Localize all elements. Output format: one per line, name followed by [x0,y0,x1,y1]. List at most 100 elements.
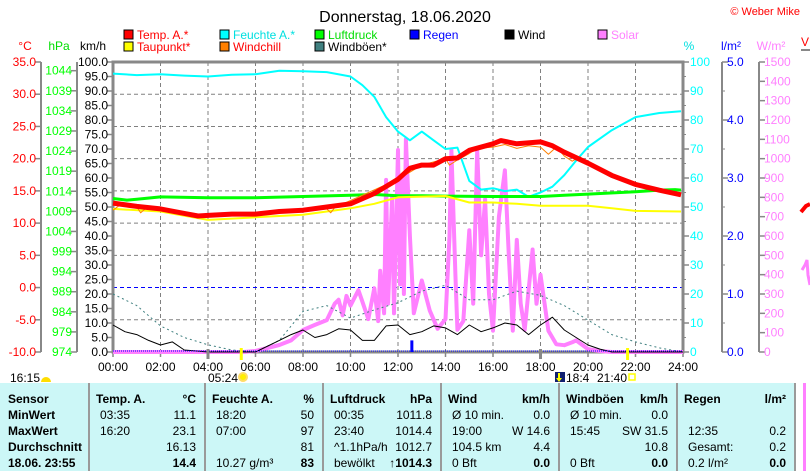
cell-value: 97 [300,424,314,438]
cell-label: 07:00 [216,424,247,438]
axis-tick-label-humidity: 10 [690,316,704,330]
sunset-icon [628,373,636,381]
legend-swatch [123,29,134,40]
row-label: Durchschnitt [8,440,83,454]
axis-tick-label-solar: 1200 [764,113,791,127]
axis-tick-label-rain: 4.0 [727,113,744,127]
legend-label: Feuchte A.* [233,28,295,42]
axis-tick-label-pressure: 1044 [45,64,72,78]
axis-tick-label-pressure: 1009 [45,204,72,218]
legend-swatch [123,41,134,52]
legend-swatch [314,41,325,52]
axis-tick-label-humidity: 50 [690,200,704,214]
column-unit: km/h [521,392,550,406]
weather-chart: Donnerstag, 18.06.2020 © Weber Mike Temp… [9,6,810,383]
table-column-sensor: Sensor MinWert MaxWert Durchschnitt 18.06. 2… [0,383,90,471]
cell-value: W 14.6 [511,424,550,438]
column-header: Windböen [566,392,624,406]
axis-tick-label-wind: 15.0 [85,302,109,316]
axis-unit-solar: W/m² [757,39,786,53]
axis-tick-label-wind: 0.0 [91,345,108,359]
cell-value: 0.0 [769,456,786,470]
legend-label: Solar [611,28,639,42]
x-tick-label: 10:00 [335,360,365,374]
axis-tick-label-solar: 600 [764,229,784,243]
cell-label: bewölkt [334,456,375,470]
x-tick-label: 06:00 [240,360,270,374]
row-label: Sensor [8,392,49,406]
row-label: MaxWert [8,424,58,438]
series-feuchte-a [112,69,682,198]
cell-value: 4.4 [533,440,550,454]
cell-label: Gesamt: [688,440,734,454]
axis-tick-label-pressure: 974 [52,345,72,359]
axis-unit-humidity: % [684,39,695,53]
axis-tick-label-temp: 10.0 [13,216,37,230]
cell-value: 1014.4 [395,424,432,438]
axis-tick-label-temp: 20.0 [13,152,37,166]
axis-unit-wind: km/h [80,39,106,53]
x-tick-label: 16:00 [478,360,508,374]
x-tick-label: 00:00 [98,360,128,374]
chart-title: Donnerstag, 18.06.2020 [319,9,491,26]
cell-label: 0.2 l/m² [688,456,729,470]
next-panel-edge [803,383,806,471]
series-wind [112,316,683,353]
axis-tick-label-humidity: 90 [690,84,704,98]
axis-tick-label-pressure: 994 [52,265,72,279]
axis-tick-label-wind: 90.0 [85,84,109,98]
cell-value: 83 [300,456,314,470]
axis-tick-label-rain: 5.0 [727,55,744,69]
axis-tick-label-humidity: 70 [690,142,704,156]
axis-tick-label-wind: 85.0 [85,99,109,113]
legend-swatch [219,29,230,40]
legend-swatch [409,29,420,40]
sunset-time: 21:40 [597,371,627,383]
axis-tick-label-solar: 800 [764,190,784,204]
table-column-luftdruck: Luftdruck hPa 00:35 1011.8 23:40 1014.4 ^1.1hP… [324,383,442,471]
legend: Temp. A.* Feuchte A.* Luftdruck Regen Wind So… [123,28,639,54]
axis-tick-label-humidity: 100 [690,55,710,69]
axis-tick-label-solar: 900 [764,171,784,185]
cell-value: 0.0 [651,408,668,422]
cell-label: 104.5 km [452,440,502,454]
axis-tick-label-solar: 1300 [764,94,791,108]
axis-tick-label-pressure: 984 [52,305,72,319]
axis-tick-label-wind: 100.0 [78,55,108,69]
axis-tick-label-solar: 200 [764,306,784,320]
axis-tick-label-wind: 30.0 [85,258,109,272]
legend-swatch [504,29,515,40]
cell-label: Ø 10 min. [570,408,623,422]
axis-tick-label-rain: 2.0 [727,229,744,243]
table-column-feuchte-a: Feuchte A.% 18:20 50 07:00 97 81 10.27 g/m³ 83 [206,383,324,471]
axis-tick-label-wind: 10.0 [85,316,109,330]
x-tick-label: 12:00 [383,360,413,374]
cell-label: 19:00 [452,424,483,438]
axis-tick-label-solar: 1100 [764,132,790,146]
axis-tick-label-temp: -10.0 [9,345,37,359]
axis-tick-label-temp: -5.0 [15,313,36,327]
legend-swatch [219,41,230,52]
rain-bar [410,340,414,352]
legend-label: Temp. A.* [137,28,189,42]
x-tick-label: 04:00 [193,360,223,374]
cell-value: 0.2 [769,424,786,438]
column-header: Regen [684,392,721,406]
series-taupunkt [112,195,682,221]
cell-label: 23:40 [334,424,365,438]
next-panel-label: V [801,35,809,49]
cell-value: 0.0 [651,456,668,470]
cell-label: 16:20 [100,424,131,438]
axis-tick-label-wind: 65.0 [85,157,109,171]
axis-tick-label-pressure: 1019 [45,164,72,178]
series-temp-a [112,138,682,219]
axis-tick-label-solar: 1000 [764,152,791,166]
moonset-time: 16:15 [10,371,40,383]
series-solar [113,137,683,354]
cell-value: 81 [300,440,314,454]
x-tick-label: 08:00 [288,360,318,374]
cell-value: 1012.7 [395,440,432,454]
cell-label: 00:35 [334,408,365,422]
x-tick-label: 24:00 [668,360,698,374]
axis-unit-pressure: hPa [48,39,70,53]
